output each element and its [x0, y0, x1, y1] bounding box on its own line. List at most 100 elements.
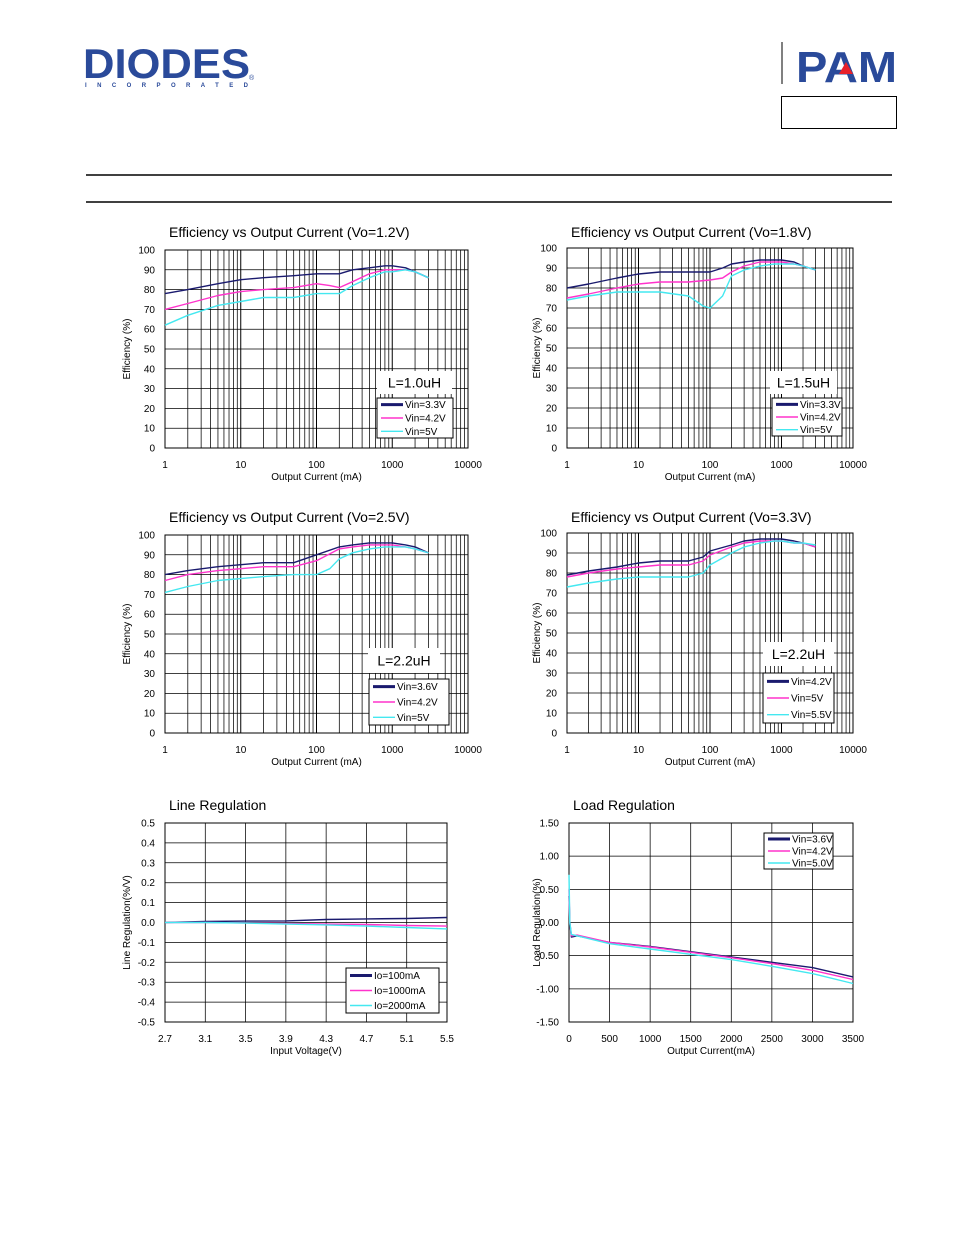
plot-frame [164, 534, 469, 734]
chart-title: Efficiency vs Output Current (Vo=3.3V) [571, 509, 812, 525]
x-tick-label: 0 [566, 1034, 572, 1045]
legend-label: Vin=5V [397, 713, 430, 724]
series-group [566, 538, 816, 588]
legend-label: Vin=3.3V [800, 400, 841, 411]
x-tick-label: 3.9 [279, 1034, 293, 1045]
plot-frame [566, 247, 854, 449]
y-axis-label: Efficiency (%) [532, 318, 543, 379]
legend: Vin=3.3V Vin=4.2V Vin=5V [376, 397, 454, 439]
x-tick-label: 100 [702, 460, 719, 471]
registered-mark-icon: ® [249, 74, 255, 82]
grid [165, 535, 468, 733]
y-tick-label: 70 [546, 304, 558, 315]
y-tick-label: 0.4 [141, 838, 155, 849]
legend: Vin=3.6V Vin=4.2V Vin=5V [368, 678, 450, 726]
series-group [568, 874, 854, 985]
y-tick-label: 80 [546, 284, 558, 295]
legend-label: Io=100mA [374, 971, 420, 982]
x-tick-label: 3.5 [239, 1034, 253, 1045]
legend-label: Vin=5V [791, 694, 824, 705]
plot-frame [566, 532, 854, 734]
x-tick-label: 100 [308, 745, 325, 756]
x-tick-label: 2500 [761, 1034, 784, 1045]
y-tick-label: -1.00 [536, 984, 559, 995]
inductor-label-box [770, 371, 837, 394]
legend-label: Io=2000mA [374, 1001, 426, 1012]
y-tick-label: 70 [546, 589, 558, 600]
chart-svg: Line Regulation 2.7 3.1 3.5 3.9 4.3 4.7 5.1 5.5 -… [122, 797, 454, 1057]
series-line [164, 542, 429, 576]
header-graphics: DIODES INCORPORATED ® PAM [83, 40, 897, 203]
series-line [164, 916, 448, 924]
series-group [164, 542, 429, 594]
x-tick-label: 10 [235, 745, 247, 756]
inductor-label: L=2.2uH [377, 653, 430, 669]
page-header: DIODES INCORPORATED ® PAM [0, 0, 954, 210]
series-line [568, 889, 854, 981]
plot-frame [568, 822, 854, 1023]
x-tick-label: 3.1 [198, 1034, 212, 1045]
y-tick-label: 50 [546, 629, 558, 640]
y-tick-label: 10 [546, 709, 558, 720]
y-tick-label: -0.2 [138, 958, 156, 969]
inductor-label: L=1.5uH [777, 375, 830, 391]
y-tick-label: 50 [144, 345, 156, 356]
x-tick-label: 1000 [639, 1034, 662, 1045]
legend-label: Vin=5.0V [792, 859, 833, 870]
y-tick-label: 30 [546, 384, 558, 395]
legend-label: Vin=5V [800, 425, 833, 436]
series-line [566, 538, 816, 576]
series-line [164, 265, 429, 295]
y-tick-label: 40 [144, 649, 156, 660]
x-tick-label: 1000 [381, 745, 404, 756]
y-tick-label: 90 [144, 265, 156, 276]
chart-svg: Efficiency vs Output Current (Vo=1.2V) 1 1… [122, 224, 482, 483]
x-tick-label: 3500 [842, 1034, 865, 1045]
chart-title: Efficiency vs Output Current (Vo=1.8V) [571, 224, 812, 240]
legend-label: Io=1000mA [374, 986, 426, 997]
y-tick-label: 60 [144, 325, 156, 336]
y-tick-label: 90 [144, 550, 156, 561]
x-tick-label: 1000 [770, 460, 793, 471]
legend-label: Vin=4.2V [792, 847, 833, 858]
x-tick-label: 500 [601, 1034, 618, 1045]
series-line [566, 261, 816, 299]
y-tick-label: 20 [144, 689, 156, 700]
y-tick-label: 0 [551, 444, 557, 455]
y-tick-label: 90 [546, 549, 558, 560]
y-tick-label: 20 [546, 689, 558, 700]
legend: Io=100mA Io=1000mA Io=2000mA [345, 967, 440, 1014]
inductor-label: L=1.0uH [388, 375, 441, 391]
x-tick-label: 1 [564, 745, 570, 756]
y-tick-label: 0.1 [141, 898, 155, 909]
chart-efficiency-vo-3v3: Efficiency vs Output Current (Vo=3.3V) 1 1… [520, 505, 900, 775]
chart-title: Efficiency vs Output Current (Vo=2.5V) [169, 509, 410, 525]
x-tick-label: 1 [162, 745, 168, 756]
y-tick-label: 100 [138, 531, 155, 542]
y-tick-label: 0.0 [141, 918, 155, 929]
y-tick-label: 0.2 [141, 878, 155, 889]
y-tick-label: 30 [144, 384, 156, 395]
x-axis-label: Output Current (mA) [665, 757, 756, 768]
y-tick-label: 80 [144, 570, 156, 581]
y-tick-label: 0.3 [141, 858, 155, 869]
y-tick-label: 20 [546, 404, 558, 415]
x-tick-label: 1000 [770, 745, 793, 756]
x-tick-label: 10000 [839, 460, 867, 471]
chart-svg: Efficiency vs Output Current (Vo=1.8V) 1 1… [532, 224, 867, 483]
x-tick-label: 10 [235, 460, 247, 471]
x-tick-label: 1 [564, 460, 570, 471]
chart-efficiency-vo-1v8: Efficiency vs Output Current (Vo=1.8V) 1 1… [520, 220, 900, 490]
y-tick-label: 70 [144, 305, 156, 316]
x-tick-label: 10000 [839, 745, 867, 756]
y-tick-label: 70 [144, 590, 156, 601]
y-axis-label: Load Regulation(%) [532, 878, 543, 966]
y-tick-label: 50 [144, 630, 156, 641]
chart-svg: Efficiency vs Output Current (Vo=2.5V) 1 1… [122, 509, 482, 768]
legend-label: Vin=3.6V [397, 682, 438, 693]
y-tick-label: 0 [149, 729, 155, 740]
y-tick-label: 0 [149, 444, 155, 455]
series-line [164, 546, 429, 594]
y-tick-label: 0.00 [540, 918, 560, 929]
series-line [164, 269, 429, 326]
